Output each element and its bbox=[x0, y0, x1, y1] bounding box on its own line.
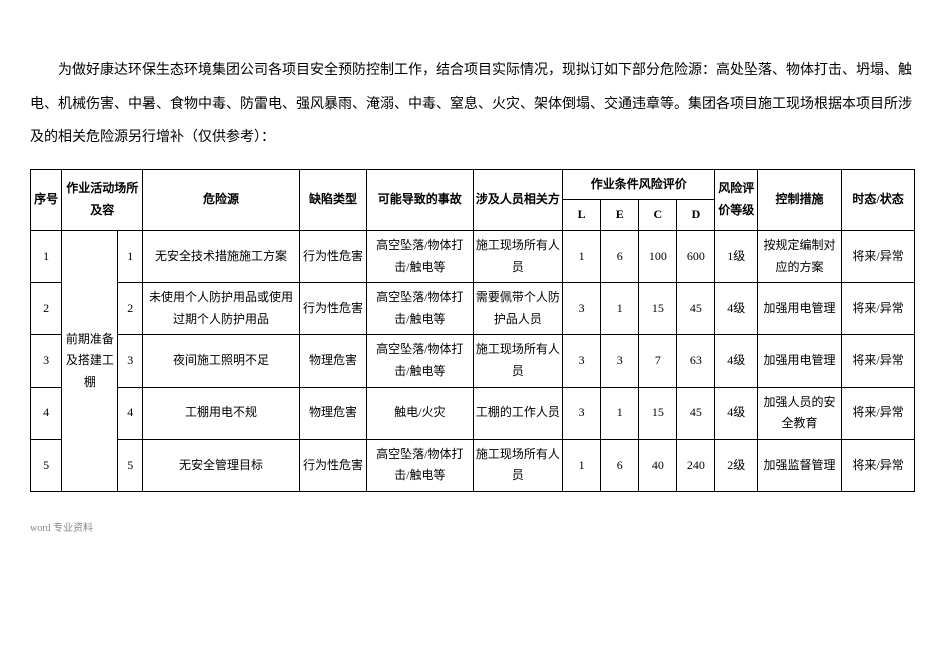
cell-L: 3 bbox=[563, 387, 601, 439]
th-control: 控制措施 bbox=[758, 169, 842, 230]
cell-L: 3 bbox=[563, 283, 601, 335]
th-level: 风险评价等级 bbox=[715, 169, 758, 230]
cell-control: 加强人员的安全教育 bbox=[758, 387, 842, 439]
th-seq: 序号 bbox=[31, 169, 62, 230]
intro-paragraph: 为做好康达环保生态环境集团公司各项目安全预防控制工作，结合项目实际情况，现拟订如… bbox=[30, 54, 915, 155]
cell-accident: 高空坠落/物体打击/触电等 bbox=[367, 283, 473, 335]
cell-seq: 1 bbox=[31, 230, 62, 282]
cell-L: 1 bbox=[563, 230, 601, 282]
cell-persons: 需要佩带个人防护品人员 bbox=[473, 283, 563, 335]
cell-status: 将来/异常 bbox=[842, 335, 915, 387]
cell-C: 7 bbox=[639, 335, 677, 387]
cell-control: 加强用电管理 bbox=[758, 283, 842, 335]
cell-level: 2级 bbox=[715, 439, 758, 491]
table-row: 4 4 工棚用电不规 物理危害 触电/火灾 工棚的工作人员 3 1 15 45 … bbox=[31, 387, 915, 439]
cell-seq: 5 bbox=[31, 439, 62, 491]
cell-status: 将来/异常 bbox=[842, 230, 915, 282]
th-deftype: 缺陷类型 bbox=[299, 169, 366, 230]
cell-deftype: 行为性危害 bbox=[299, 283, 366, 335]
cell-seq: 4 bbox=[31, 387, 62, 439]
th-status: 时态/状态 bbox=[842, 169, 915, 230]
th-loc: 作业活动场所及容 bbox=[62, 169, 143, 230]
cell-hazard: 工棚用电不规 bbox=[143, 387, 300, 439]
cell-control: 按规定编制对应的方案 bbox=[758, 230, 842, 282]
cell-D: 45 bbox=[677, 283, 715, 335]
cell-C: 15 bbox=[639, 387, 677, 439]
cell-accident: 高空坠落/物体打击/触电等 bbox=[367, 439, 473, 491]
th-D: D bbox=[677, 200, 715, 231]
cell-E: 1 bbox=[601, 283, 639, 335]
cell-D: 63 bbox=[677, 335, 715, 387]
cell-sub: 1 bbox=[118, 230, 143, 282]
cell-deftype: 物理危害 bbox=[299, 387, 366, 439]
cell-E: 3 bbox=[601, 335, 639, 387]
th-C: C bbox=[639, 200, 677, 231]
table-row: 3 3 夜间施工照明不足 物理危害 高空坠落/物体打击/触电等 施工现场所有人员… bbox=[31, 335, 915, 387]
cell-level: 4级 bbox=[715, 387, 758, 439]
cell-sub: 5 bbox=[118, 439, 143, 491]
cell-sub: 3 bbox=[118, 335, 143, 387]
cell-persons: 施工现场所有人员 bbox=[473, 439, 563, 491]
cell-status: 将来/异常 bbox=[842, 439, 915, 491]
cell-C: 40 bbox=[639, 439, 677, 491]
cell-control: 加强用电管理 bbox=[758, 335, 842, 387]
cell-deftype: 行为性危害 bbox=[299, 439, 366, 491]
cell-hazard: 未使用个人防护用品或使用过期个人防护用品 bbox=[143, 283, 300, 335]
cell-seq: 2 bbox=[31, 283, 62, 335]
cell-control: 加强监督管理 bbox=[758, 439, 842, 491]
cell-seq: 3 bbox=[31, 335, 62, 387]
cell-sub: 2 bbox=[118, 283, 143, 335]
cell-loc-group: 前期准备及搭建工棚 bbox=[62, 230, 118, 491]
th-persons: 涉及人员相关方 bbox=[473, 169, 563, 230]
table-row: 2 2 未使用个人防护用品或使用过期个人防护用品 行为性危害 高空坠落/物体打击… bbox=[31, 283, 915, 335]
cell-status: 将来/异常 bbox=[842, 283, 915, 335]
table-row: 1 前期准备及搭建工棚 1 无安全技术措施施工方案 行为性危害 高空坠落/物体打… bbox=[31, 230, 915, 282]
th-hazard: 危险源 bbox=[143, 169, 300, 230]
cell-D: 240 bbox=[677, 439, 715, 491]
cell-persons: 施工现场所有人员 bbox=[473, 335, 563, 387]
cell-C: 100 bbox=[639, 230, 677, 282]
cell-persons: 施工现场所有人员 bbox=[473, 230, 563, 282]
th-E: E bbox=[601, 200, 639, 231]
cell-level: 4级 bbox=[715, 335, 758, 387]
table-row: 5 5 无安全管理目标 行为性危害 高空坠落/物体打击/触电等 施工现场所有人员… bbox=[31, 439, 915, 491]
cell-hazard: 夜间施工照明不足 bbox=[143, 335, 300, 387]
cell-persons: 工棚的工作人员 bbox=[473, 387, 563, 439]
cell-accident: 高空坠落/物体打击/触电等 bbox=[367, 230, 473, 282]
cell-E: 1 bbox=[601, 387, 639, 439]
cell-C: 15 bbox=[639, 283, 677, 335]
cell-deftype: 行为性危害 bbox=[299, 230, 366, 282]
cell-sub: 4 bbox=[118, 387, 143, 439]
cell-status: 将来/异常 bbox=[842, 387, 915, 439]
cell-D: 45 bbox=[677, 387, 715, 439]
footer-text: word 专业资料 bbox=[30, 520, 915, 538]
cell-D: 600 bbox=[677, 230, 715, 282]
cell-E: 6 bbox=[601, 439, 639, 491]
th-L: L bbox=[563, 200, 601, 231]
cell-accident: 触电/火灾 bbox=[367, 387, 473, 439]
cell-level: 4级 bbox=[715, 283, 758, 335]
cell-L: 1 bbox=[563, 439, 601, 491]
cell-hazard: 无安全技术措施施工方案 bbox=[143, 230, 300, 282]
cell-hazard: 无安全管理目标 bbox=[143, 439, 300, 491]
cell-L: 3 bbox=[563, 335, 601, 387]
th-riskeval: 作业条件风险评价 bbox=[563, 169, 715, 200]
cell-E: 6 bbox=[601, 230, 639, 282]
hazard-table: 序号 作业活动场所及容 危险源 缺陷类型 可能导致的事故 涉及人员相关方 作业条… bbox=[30, 169, 915, 492]
cell-deftype: 物理危害 bbox=[299, 335, 366, 387]
cell-level: 1级 bbox=[715, 230, 758, 282]
cell-accident: 高空坠落/物体打击/触电等 bbox=[367, 335, 473, 387]
th-accident: 可能导致的事故 bbox=[367, 169, 473, 230]
